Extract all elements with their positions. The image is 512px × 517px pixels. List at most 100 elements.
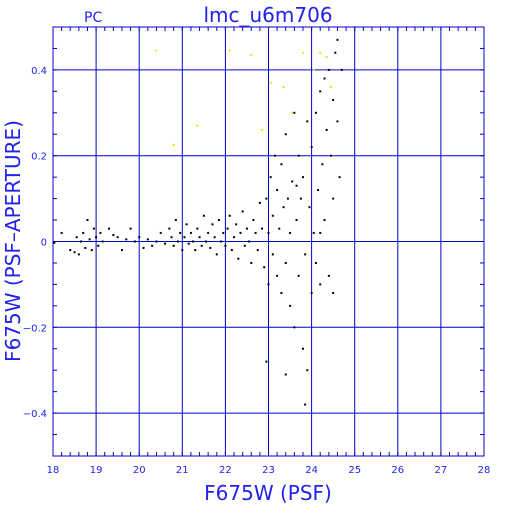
data-point — [168, 227, 171, 230]
data-point — [280, 291, 283, 294]
data-point — [263, 266, 266, 269]
highlight-point — [155, 49, 158, 52]
data-point — [289, 304, 292, 307]
data-point — [295, 219, 298, 222]
data-point — [312, 231, 315, 234]
data-point — [265, 197, 268, 200]
highlight-point — [269, 81, 272, 84]
data-point — [60, 231, 63, 234]
data-point — [282, 206, 285, 209]
series-main — [53, 38, 343, 406]
data-point — [205, 240, 208, 243]
data-point — [293, 111, 296, 114]
grid-lines — [53, 27, 484, 456]
data-point — [215, 253, 218, 256]
data-point — [293, 326, 296, 329]
data-point — [319, 283, 322, 286]
data-point — [267, 283, 270, 286]
data-point — [101, 240, 104, 243]
data-point — [271, 214, 274, 217]
x-tick-label: 20 — [133, 465, 146, 476]
data-point — [213, 236, 216, 239]
data-point — [340, 68, 343, 71]
data-point — [304, 253, 307, 256]
data-point — [310, 146, 313, 149]
data-point — [181, 249, 184, 252]
data-point — [338, 176, 341, 179]
data-point — [304, 403, 307, 406]
y-tick-labels: −0.4 −0.2 0 0.2 0.4 — [23, 66, 47, 420]
data-point — [237, 257, 240, 260]
highlight-point — [172, 143, 175, 146]
data-point — [276, 189, 279, 192]
data-point — [248, 240, 251, 243]
data-point — [310, 291, 313, 294]
data-point — [252, 219, 255, 222]
data-point — [73, 251, 76, 254]
data-point — [256, 249, 259, 252]
data-point — [224, 244, 227, 247]
data-point — [120, 249, 123, 252]
data-point — [327, 274, 330, 277]
data-point — [192, 240, 195, 243]
data-point — [194, 249, 197, 252]
data-point — [267, 231, 270, 234]
data-point — [301, 176, 304, 179]
data-point — [142, 246, 145, 249]
x-tick-label: 25 — [348, 465, 361, 476]
data-point — [90, 249, 93, 252]
data-point — [220, 240, 223, 243]
x-tick-label: 24 — [305, 465, 318, 476]
data-point — [176, 240, 179, 243]
highlight-point — [325, 56, 328, 59]
corner-label: PC — [84, 10, 102, 26]
data-point — [321, 163, 324, 166]
data-point — [179, 231, 182, 234]
y-tick-label: −0.2 — [23, 323, 47, 334]
data-point — [95, 236, 98, 239]
data-point — [174, 219, 177, 222]
data-point — [289, 231, 292, 234]
data-point — [327, 68, 330, 71]
data-point — [189, 231, 192, 234]
data-point — [209, 246, 212, 249]
highlight-point — [319, 51, 322, 54]
data-point — [314, 261, 317, 264]
highlight-point — [196, 124, 199, 127]
highlight-point — [282, 86, 285, 89]
data-point — [284, 261, 287, 264]
data-point — [75, 236, 78, 239]
data-point — [112, 234, 115, 237]
data-point — [53, 241, 56, 244]
data-point — [200, 244, 203, 247]
data-point — [116, 236, 119, 239]
data-point — [297, 274, 300, 277]
highlight-point — [291, 111, 294, 114]
data-point — [233, 236, 236, 239]
data-point — [297, 154, 300, 157]
data-point — [82, 231, 85, 234]
chart-title: lmc_u6m706 — [203, 3, 332, 27]
x-tick-label: 28 — [478, 465, 491, 476]
data-point — [329, 154, 332, 157]
y-axis-label: F675W (PSF–APERTURE) — [1, 120, 25, 362]
highlight-point — [329, 86, 332, 89]
data-point — [332, 291, 335, 294]
highlight-point — [228, 49, 231, 52]
data-point — [276, 274, 279, 277]
x-tick-label: 19 — [90, 465, 103, 476]
data-point — [295, 184, 298, 187]
data-point — [332, 197, 335, 200]
y-tick-label: −0.4 — [23, 409, 47, 420]
data-point — [164, 242, 167, 245]
data-point — [319, 231, 322, 234]
data-point — [138, 236, 141, 239]
x-tick-label: 27 — [435, 465, 448, 476]
data-point — [269, 176, 272, 179]
x-tick-label: 23 — [262, 465, 275, 476]
data-point — [88, 238, 91, 241]
data-point — [332, 98, 335, 101]
data-point — [245, 227, 248, 230]
x-tick-label: 26 — [391, 465, 404, 476]
